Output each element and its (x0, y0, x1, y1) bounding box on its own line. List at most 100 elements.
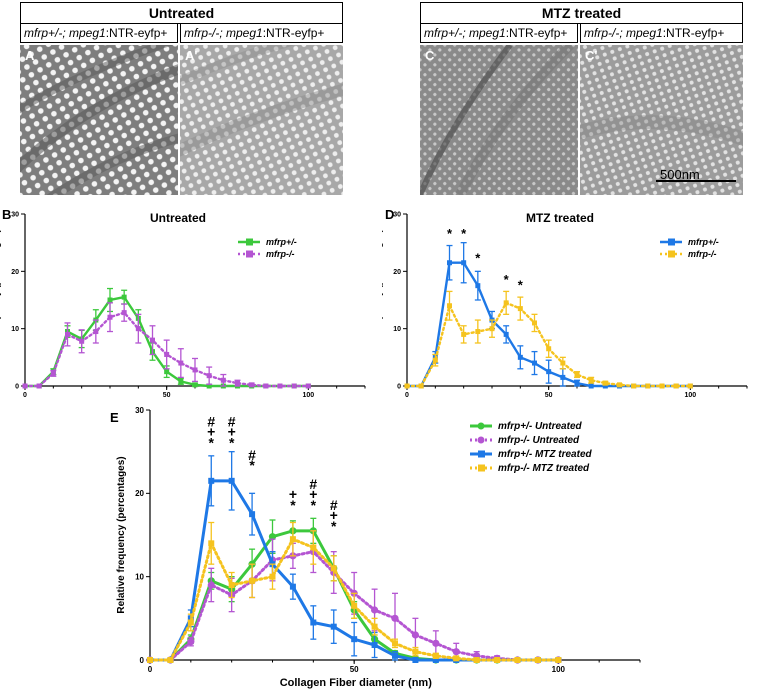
data-point (432, 657, 439, 663)
data-point (305, 383, 311, 389)
legend-swatch-marker (668, 238, 675, 246)
legend: mfrp+/- mfrp-/- (660, 237, 719, 259)
legend-swatch-marker (477, 436, 485, 444)
significance-mark: * (229, 435, 235, 451)
data-point (514, 657, 521, 663)
data-point (187, 619, 194, 626)
significance-mark: * (504, 272, 510, 287)
y-tick-label: 0 (15, 383, 19, 390)
significance-mark: + (289, 486, 297, 502)
data-point (631, 383, 637, 389)
legend-label: mfrp-/- MTZ treated (498, 463, 590, 474)
legend-swatch-marker (478, 464, 485, 472)
panel-label-a: A (25, 48, 35, 63)
data-point (489, 326, 495, 332)
data-point (447, 260, 452, 266)
subheader-c-prime: mfrp-/-; mpeg1:NTR-eyfp+ (580, 23, 743, 43)
data-point (220, 377, 226, 383)
legend-label: mfrp-/- Untreated (498, 435, 580, 446)
data-point (150, 337, 155, 343)
data-point (392, 640, 398, 647)
data-point (206, 383, 212, 389)
data-point (602, 383, 608, 389)
data-point (673, 383, 679, 389)
significance-mark: * (331, 518, 337, 534)
data-point (411, 631, 420, 639)
data-point (310, 544, 317, 551)
data-point (517, 354, 523, 360)
micrograph-c-prime-svg (580, 45, 743, 195)
legend-swatch-marker (477, 422, 485, 430)
data-point (269, 573, 276, 580)
x-axis-label: Collagen Fiber diameter (nm) (280, 677, 433, 689)
data-point (22, 383, 28, 389)
data-point (659, 383, 665, 389)
untreated-header: Untreated (20, 2, 343, 24)
data-point (65, 331, 70, 337)
x-tick-label: 0 (23, 392, 27, 399)
data-point (546, 369, 552, 375)
micrograph-a (20, 45, 178, 195)
significance-mark: * (290, 497, 296, 513)
data-point (178, 360, 184, 366)
significance-mark: # (248, 447, 256, 463)
data-point (432, 639, 440, 647)
scale-bar-label: 500nm (660, 167, 700, 182)
data-point (461, 331, 467, 337)
data-point (404, 383, 410, 389)
significance-mark: # (309, 476, 317, 492)
data-point (447, 303, 452, 309)
data-point (289, 583, 296, 590)
x-tick-label: 100 (684, 392, 696, 399)
y-tick-label: 0 (397, 383, 401, 390)
data-point (574, 380, 580, 386)
y-tick-label: 0 (140, 656, 145, 665)
series-1 (404, 290, 693, 389)
data-point (560, 374, 566, 380)
data-point (392, 652, 398, 659)
data-point (289, 536, 296, 543)
data-point (208, 477, 215, 484)
significance-mark: * (447, 226, 453, 241)
data-point (249, 577, 256, 584)
data-point (475, 283, 481, 289)
data-point (432, 357, 438, 363)
data-point (602, 380, 608, 386)
data-point (617, 382, 622, 388)
data-point (588, 377, 594, 383)
subheader-a: mfrp+/-; mpeg1:NTR-eyfp+ (20, 23, 178, 43)
legend-label: mfrp-/- (266, 249, 295, 259)
legend-swatch-marker (668, 250, 675, 258)
mtz-header: MTZ treated (420, 2, 743, 24)
data-point (371, 642, 378, 648)
significance-mark: * (461, 226, 467, 241)
subheader-a-prime: mfrp-/-; mpeg1:NTR-eyfp+ (180, 23, 343, 43)
data-point (121, 310, 127, 316)
data-point (452, 648, 460, 656)
x-tick-label: 50 (163, 392, 171, 399)
data-point (135, 326, 141, 332)
data-point (546, 346, 552, 352)
data-point (207, 581, 215, 589)
data-point (494, 657, 501, 663)
data-point (167, 657, 174, 663)
micrograph-a-prime-svg (180, 45, 343, 195)
data-point (228, 582, 235, 588)
chart-title: MTZ treated (526, 211, 594, 225)
data-point (36, 383, 42, 389)
series-1 (22, 302, 311, 389)
panel-label-c: C (425, 48, 435, 63)
legend-label: mfrp+/- MTZ treated (498, 449, 593, 460)
panel-label-c-prime: C' (585, 48, 598, 63)
data-point (473, 657, 480, 663)
x-tick-label: 50 (545, 392, 553, 399)
y-tick-label: 30 (11, 211, 19, 218)
data-point (107, 297, 113, 303)
y-tick-label: 10 (393, 326, 401, 333)
x-tick-label: 50 (350, 665, 359, 674)
data-point (121, 294, 127, 300)
panel-label-a-prime: A' (185, 48, 198, 63)
legend-swatch-marker (246, 250, 253, 258)
data-point (235, 380, 240, 386)
